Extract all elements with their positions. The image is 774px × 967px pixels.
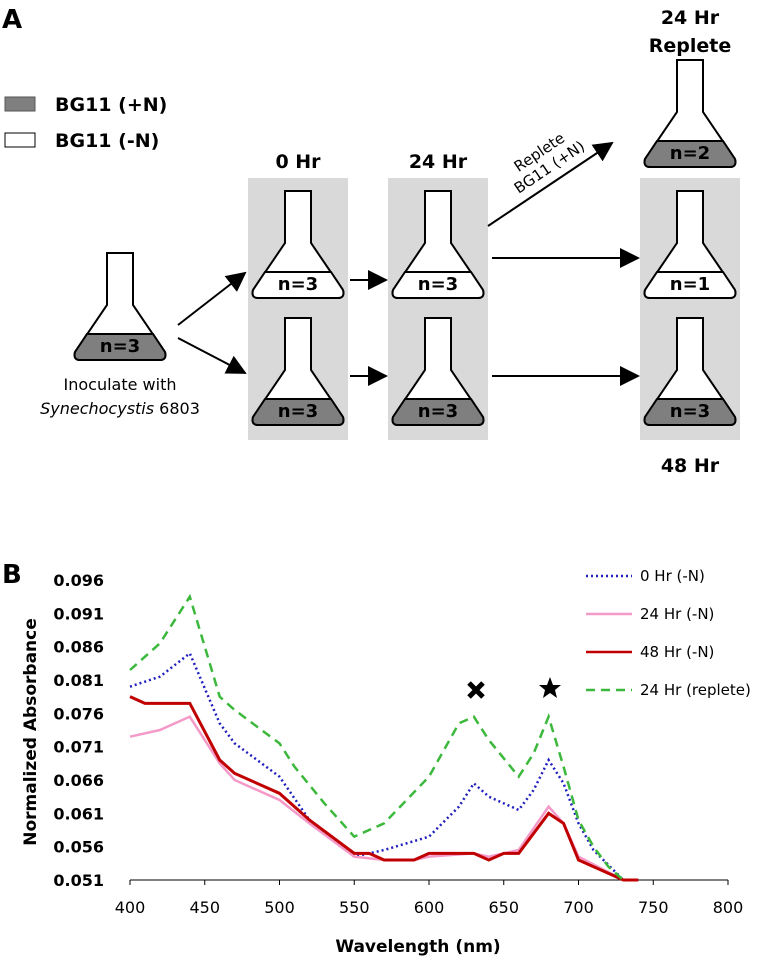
caption-organism: Synechocystis (40, 399, 154, 418)
y-tick-label: 0.081 (53, 671, 104, 690)
series-line (129, 651, 625, 881)
y-tick-label: 0.051 (53, 871, 104, 890)
x-tick-label: 650 (488, 898, 519, 917)
time-header: 24 Hr (409, 151, 468, 173)
legend-swatch (4, 96, 36, 112)
flask-medium (643, 271, 737, 299)
y-axis-label: Normalized Absorbance (21, 618, 41, 846)
panel-label: B (2, 560, 22, 590)
legend-label: 48 Hr (-N) (640, 643, 714, 661)
time-header: 24 Hr (661, 7, 720, 29)
arrow (177, 337, 247, 374)
x-tick-label: 800 (713, 898, 744, 917)
cross-stroke (467, 681, 485, 699)
flask-medium (391, 271, 485, 299)
y-tick-label: 0.096 (53, 571, 104, 590)
legend-swatch (4, 132, 36, 148)
time-header: 0 Hr (275, 151, 321, 173)
x-tick-label: 500 (264, 898, 295, 917)
legend-label: 0 Hr (-N) (640, 567, 705, 585)
y-tick-label: 0.086 (53, 638, 104, 657)
caption-strain: 6803 (154, 399, 200, 418)
caption: Inoculate with (64, 375, 177, 394)
x-tick-label: 400 (115, 898, 146, 917)
y-tick-label: 0.061 (53, 804, 104, 823)
flask-count: n=3 (418, 401, 458, 422)
flask-medium (251, 398, 345, 426)
time-header: Replete (649, 35, 732, 57)
x-tick-label: 450 (189, 898, 220, 917)
y-tick-label: 0.076 (53, 704, 104, 723)
x-tick-label: 700 (563, 898, 594, 917)
y-tick-label: 0.066 (53, 771, 104, 790)
x-tick-label: 550 (339, 898, 370, 917)
flask-medium (643, 140, 737, 168)
legend-label: BG11 (-N) (55, 130, 159, 152)
y-tick-label: 0.091 (53, 604, 104, 623)
x-tick-label: 750 (638, 898, 669, 917)
legend-label: 24 Hr (replete) (640, 681, 751, 699)
arrows (177, 141, 640, 386)
flask-count: n=2 (670, 143, 710, 164)
arrow (177, 271, 247, 326)
y-tick-label: 0.056 (53, 838, 104, 857)
legend-label: 24 Hr (-N) (640, 605, 714, 623)
legend-label: BG11 (+N) (55, 94, 167, 116)
arrow-label: Replete BG11 (+N) (511, 129, 588, 197)
time-header: 48 Hr (661, 455, 720, 477)
flask-count: n=3 (418, 274, 458, 295)
series-line (129, 695, 639, 882)
y-tick-label: 0.071 (53, 738, 104, 757)
flask-count: n=3 (670, 401, 710, 422)
flask-medium (391, 398, 485, 426)
caption: Synechocystis 6803 (40, 399, 200, 418)
arrow (487, 141, 614, 227)
flask-medium (643, 398, 737, 426)
flask-medium (251, 271, 345, 299)
panel-label: A (2, 5, 22, 35)
flask-count: n=1 (670, 274, 710, 295)
flask-count: n=3 (100, 336, 140, 357)
annotation-star (539, 677, 561, 698)
flask-medium (73, 333, 167, 361)
x-tick-label: 600 (414, 898, 445, 917)
annotation-cross (467, 681, 485, 699)
flask-count: n=3 (278, 401, 318, 422)
flask-count: n=3 (278, 274, 318, 295)
x-axis-label: Wavelength (nm) (335, 937, 500, 957)
